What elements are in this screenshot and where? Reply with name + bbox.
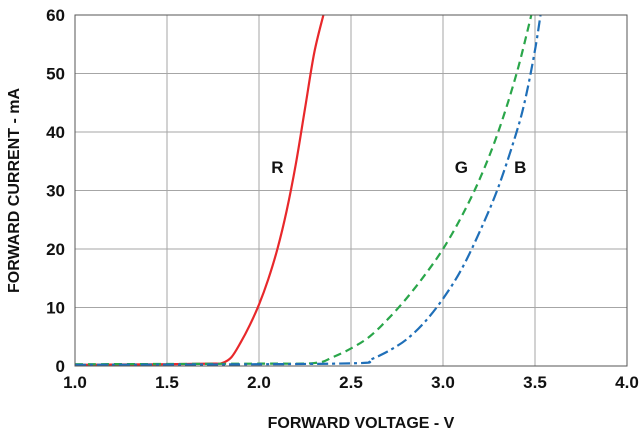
x-tick-label: 4.0: [615, 373, 639, 392]
series-annotation-b: B: [514, 158, 526, 177]
series-annotation-r: R: [271, 158, 283, 177]
grid: [74, 14, 628, 367]
y-tick-label: 50: [46, 65, 65, 84]
x-tick-label: 1.0: [63, 373, 87, 392]
series-line-b: [74, 14, 542, 366]
series-lines: [74, 14, 542, 366]
x-tick-label: 1.5: [155, 373, 179, 392]
series-annotation-g: G: [455, 158, 468, 177]
x-tick-label: 3.0: [431, 373, 455, 392]
tick-labels: 1.0 1.5 2.0 2.5 3.0 3.5 4.0 0 10 20 30 40 50 60: [46, 6, 639, 392]
x-tick-label: 2.0: [247, 373, 271, 392]
series-line-r: [74, 14, 325, 366]
x-axis-title: FORWARD VOLTAGE - V: [268, 415, 455, 432]
x-tick-label: 2.5: [339, 373, 363, 392]
y-tick-label: 0: [56, 357, 65, 376]
y-tick-label: 40: [46, 123, 65, 142]
x-tick-label: 3.5: [523, 373, 547, 392]
y-tick-label: 20: [46, 240, 65, 259]
y-tick-label: 60: [46, 6, 65, 25]
y-tick-label: 30: [46, 182, 65, 201]
plot-frame: [74, 14, 628, 367]
y-axis-title: FORWARD CURRENT - mA: [6, 88, 23, 293]
y-tick-label: 10: [46, 299, 65, 318]
series-line-g: [74, 14, 533, 366]
